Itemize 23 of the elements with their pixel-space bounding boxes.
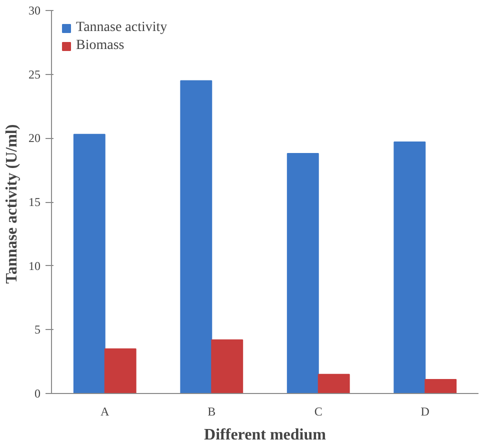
y-tick-label: 20 [28,131,40,146]
x-tick-label: A [100,404,110,418]
bar [394,141,426,394]
bar [180,80,212,394]
bar [424,378,457,394]
y-tick-label: 30 [28,4,40,18]
x-tick-label: D [420,404,430,418]
bar [286,152,319,394]
legend-label: Tannase activity [76,20,168,36]
y-axis-title: Tannase activity (U/ml) [4,124,20,284]
x-tick-label: B [208,404,216,418]
bar [211,339,244,394]
y-tick-label: 10 [28,258,40,273]
x-axis-title: Different medium [204,426,327,444]
bar [73,134,106,394]
y-tick-label: 15 [28,195,40,209]
y-tick-label: 25 [28,67,40,82]
legend-label: Biomass [76,38,124,54]
y-tick-label: 5 [34,322,40,337]
y-tick-label: 0 [34,386,40,400]
bar [318,374,350,394]
x-tick-label: C [314,404,322,418]
bar [104,348,136,394]
